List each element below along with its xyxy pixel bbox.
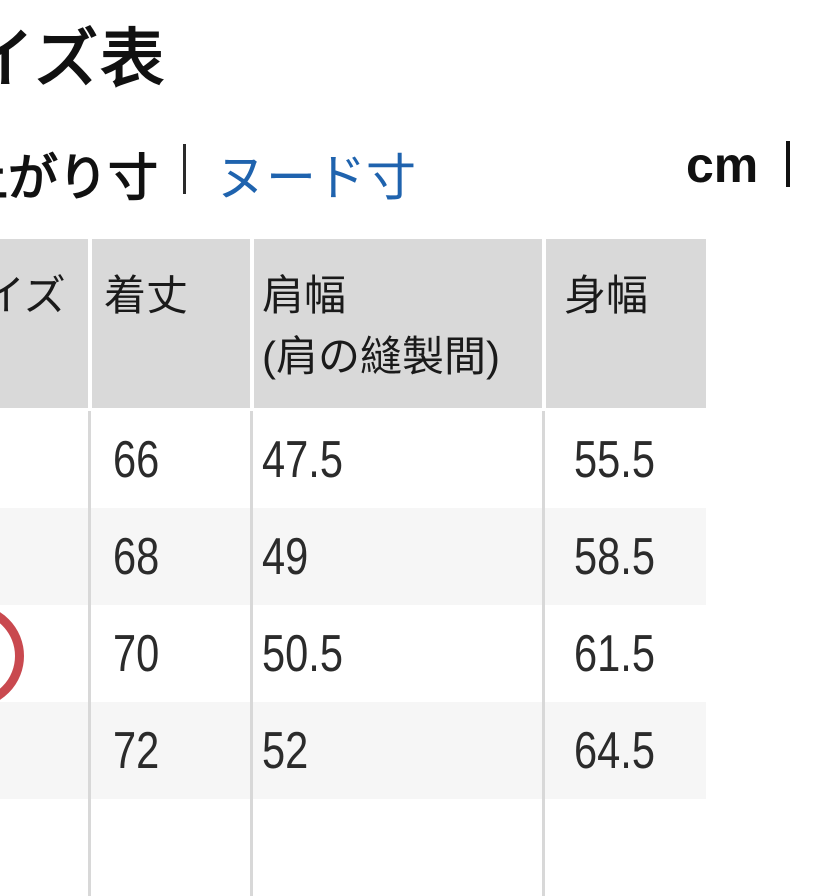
column-header-body-width: 身幅 [546, 239, 706, 408]
size-table-row [0, 799, 706, 896]
shoulder-width-cell [253, 799, 545, 896]
body-width-cell: 55.5 [574, 430, 655, 489]
column-header-size: サイズ [0, 239, 88, 408]
body-width-cell: 61.5 [574, 624, 655, 683]
size-table-row: 66 47.5 55.5 [0, 411, 706, 508]
body-width-cell: 58.5 [574, 527, 655, 586]
shoulder-width-cell: 47.5 [253, 411, 545, 508]
shoulder-width-cell: 50.5 [253, 605, 545, 702]
shoulder-width-cell: 49 [253, 508, 545, 605]
size-cell [0, 508, 91, 605]
size-cell [0, 799, 91, 896]
size-cell [0, 702, 91, 799]
body-width-cell [545, 799, 706, 896]
length-cell: 72 [91, 702, 253, 799]
size-table-body: 66 47.5 55.5 68 49 58.5 70 50.5 61.5 72 52 64.5 [0, 411, 706, 896]
column-header-length: 着丈 [92, 239, 250, 408]
body-width-cell: 64.5 [574, 721, 655, 780]
size-table-row: 70 50.5 61.5 [0, 605, 706, 702]
size-table-row: 68 49 58.5 [0, 508, 706, 605]
length-cell: 66 [91, 411, 253, 508]
page-title: サイズ表 [0, 23, 167, 95]
column-header-shoulder-width-sub: (肩の縫製間) [262, 333, 500, 380]
length-cell: 70 [91, 605, 253, 702]
size-cell [0, 411, 91, 508]
length-cell [91, 799, 253, 896]
size-table-header-row: サイズ 着丈 肩幅 (肩の縫製間) 身幅 [0, 239, 706, 408]
tab-divider [183, 144, 186, 194]
size-table-row: 72 52 64.5 [0, 702, 706, 799]
length-cell: 68 [91, 508, 253, 605]
tab-nude-dimensions[interactable]: ヌード寸 [216, 150, 416, 206]
unit-cm-toggle[interactable]: cm [686, 137, 759, 193]
size-cell [0, 605, 91, 702]
tab-finished-dimensions[interactable]: 仕上がり寸 [0, 150, 158, 206]
shoulder-width-cell: 52 [253, 702, 545, 799]
size-chart-screen: サイズ表 仕上がり寸 ヌード寸 cm サイズ 着丈 肩幅 (肩の縫製間) 身幅 … [0, 23, 790, 896]
column-header-shoulder-width: 肩幅 (肩の縫製間) [254, 239, 542, 408]
unit-divider [786, 141, 790, 187]
